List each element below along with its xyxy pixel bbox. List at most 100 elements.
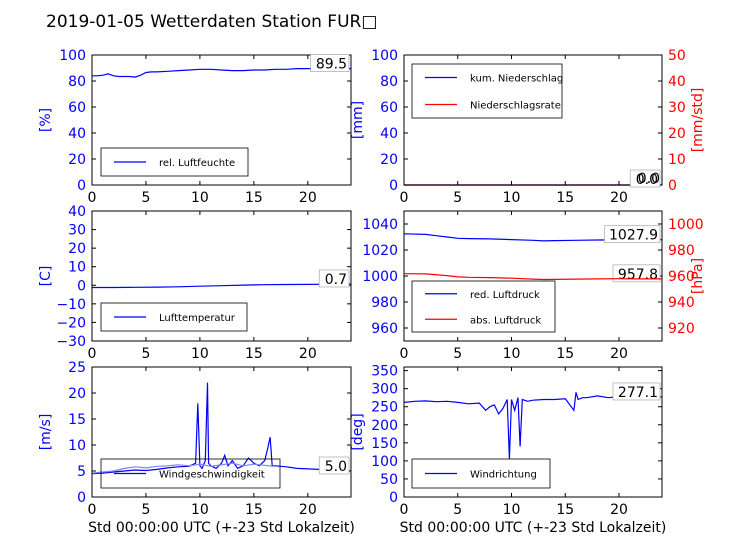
- y-tick-label-right: 980: [668, 243, 695, 259]
- y-tick-label: 60: [380, 100, 398, 116]
- last-value-box: [629, 169, 661, 188]
- y-tick-label-right: 920: [668, 321, 695, 337]
- x-tick-label: 5: [141, 346, 150, 362]
- last-value: 1027.9: [609, 228, 658, 244]
- chart-humidity: 0 5 10 15 20 0 20 40 60 80 100 [%] 89.5 rel. Luftfeuc…: [38, 48, 352, 206]
- legend-label: rel. Luftfeuchte: [159, 158, 235, 169]
- y-tick-label: 100: [59, 48, 86, 64]
- last-value: 277.1: [618, 385, 658, 401]
- y-tick-label: 20: [68, 241, 86, 257]
- legend-box: [411, 63, 563, 119]
- y-tick-label: 0: [77, 178, 86, 194]
- x-tick-label: 15: [245, 502, 263, 518]
- y-axis-label-right: [mm/std]: [690, 88, 706, 153]
- last-value-box: [612, 382, 661, 401]
- legend-label: abs. Luftdruck: [470, 315, 541, 326]
- y-tick-label: 0: [389, 178, 398, 194]
- series-line-lufttemperatur: [92, 283, 352, 289]
- x-tick-label: 5: [141, 502, 150, 518]
- x-tick-label: 20: [610, 502, 628, 518]
- y-tick-label: 80: [68, 74, 86, 90]
- chart-windspeed: 0 5 10 15 20 0 5 10 15 20 25 [m/s] Std 00:00:00 UTC …: [38, 360, 355, 536]
- chart-precipitation: 0 5 10 15 20 0 20 40 60 80 100 0 10 20 30 40 50 [mm] [mm/s…: [350, 48, 706, 206]
- y-tick-label: 80: [380, 74, 398, 90]
- y-tick-label: 100: [371, 48, 398, 64]
- y-tick-label: 1040: [362, 217, 398, 233]
- last-value: 0.0: [636, 172, 658, 188]
- x-tick-label: 5: [141, 190, 150, 206]
- x-tick-label: 5: [453, 190, 462, 206]
- y-tick-label: 25: [68, 360, 86, 376]
- x-tick-label: 15: [556, 502, 574, 518]
- y-axis-label: [%]: [38, 108, 54, 132]
- axes-frame: [403, 366, 663, 498]
- y-tick-label: 20: [68, 386, 86, 402]
- plot-area: [92, 367, 351, 497]
- figure-title: 2019-01-05 Wetterdaten Station FUR□: [46, 12, 377, 32]
- series-line-secondary: [91, 462, 274, 474]
- x-axis-label: Std 00:00:00 UTC (+-23 Std Lokalzeit): [88, 520, 355, 536]
- y-tick-label: 980: [371, 295, 398, 311]
- legend-label: Windrichtung: [470, 470, 537, 481]
- x-tick-label: 0: [88, 190, 97, 206]
- last-value: 5.0: [325, 459, 347, 475]
- y-tick-label: 960: [371, 321, 398, 337]
- x-tick-label: 0: [400, 346, 409, 362]
- y-tick-label: 40: [68, 204, 86, 220]
- y-tick-label: 1000: [362, 269, 398, 285]
- y-tick-label: 60: [68, 100, 86, 116]
- x-tick-label: 20: [610, 346, 628, 362]
- y-tick-label: 250: [371, 400, 398, 416]
- y-tick-label-right: 0: [668, 178, 677, 194]
- x-tick-label: 20: [299, 502, 317, 518]
- x-tick-label: 0: [88, 502, 97, 518]
- x-tick-label: 15: [556, 346, 574, 362]
- y-axis-label: [mm]: [350, 101, 366, 139]
- last-value-box: [310, 54, 350, 72]
- y-tick-label-right: 30: [668, 100, 686, 116]
- x-tick-label: 10: [503, 502, 521, 518]
- y-axis-label: [C]: [38, 266, 54, 287]
- x-tick-label: 10: [503, 346, 521, 362]
- y-tick-label: −30: [56, 334, 86, 350]
- y-tick-label: 200: [371, 418, 398, 434]
- x-tick-label: 10: [191, 190, 209, 206]
- series-line-abs-luftdruck: [403, 273, 662, 281]
- x-tick-label: 0: [400, 502, 409, 518]
- x-tick-label: 15: [556, 190, 574, 206]
- axes-frame: [403, 54, 663, 186]
- y-tick-label: 30: [68, 223, 86, 239]
- chart-temperature: 0 5 10 15 20 −30 −20 −10 0 10 20 30 40 [C] 0.7 Lufttemp…: [38, 204, 352, 362]
- y-tick-label: −20: [56, 315, 86, 331]
- x-tick-label: 15: [245, 346, 263, 362]
- y-tick-label: −10: [56, 297, 86, 313]
- last-value-right: 957.8: [618, 267, 658, 283]
- y-tick-label: 10: [68, 260, 86, 276]
- y-tick-label: 20: [380, 152, 398, 168]
- legend-label: Windgeschwindigkeit: [159, 470, 265, 481]
- legend-label: kum. Niederschlag: [470, 74, 563, 85]
- x-tick-label: 20: [299, 190, 317, 206]
- y-tick-label: 15: [68, 412, 86, 428]
- x-tick-label: 10: [503, 190, 521, 206]
- last-value-right-box: [612, 264, 661, 283]
- y-axis-label: [m/s]: [38, 414, 54, 451]
- y-tick-label-right: 960: [668, 269, 695, 285]
- y-tick-label: 0: [77, 490, 86, 506]
- x-tick-label: 15: [245, 190, 263, 206]
- y-tick-label: 0: [77, 278, 86, 294]
- x-tick-label: 5: [453, 346, 462, 362]
- y-tick-label: 300: [371, 382, 398, 398]
- legend-label: Lufttemperatur: [159, 313, 236, 324]
- chart-pressure: 0 5 10 15 20 960 980 1000 1020 1040 920 940 960 980 10…: [362, 210, 706, 362]
- last-value-box: [318, 456, 350, 475]
- y-tick-label: 1020: [362, 243, 398, 259]
- series-line-rel-luftfeuchte: [92, 67, 351, 78]
- series-line-windrichtung: [403, 392, 663, 460]
- last-value: 0.7: [325, 272, 347, 288]
- x-tick-label: 20: [299, 346, 317, 362]
- x-tick-label: 10: [191, 502, 209, 518]
